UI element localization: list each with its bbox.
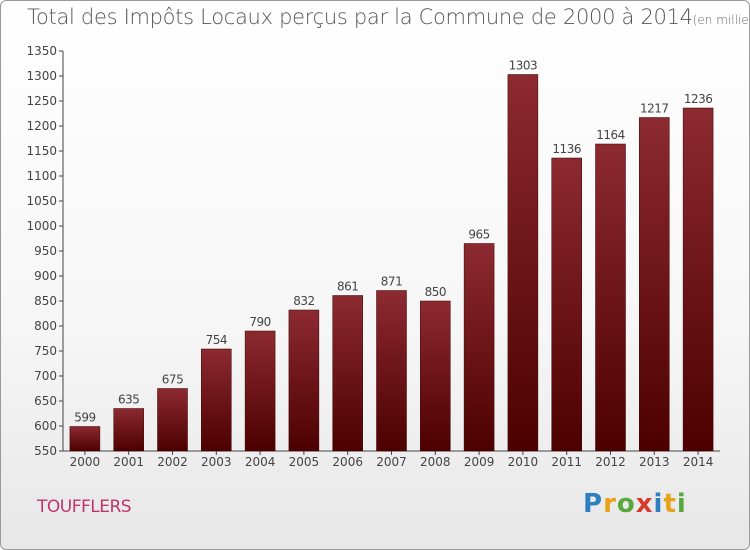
data-label-2014: 1236 [684,92,713,106]
data-label-2010: 1303 [509,59,538,73]
y-tick-label: 1100 [26,169,57,183]
x-tick-label-2007: 2007 [376,455,407,469]
data-label-2006: 861 [337,280,358,294]
bar-2001[interactable] [113,408,144,452]
y-tick-label: 1150 [26,144,57,158]
bar-2010[interactable] [507,74,539,452]
y-tick-label: 550 [34,444,57,458]
bar-2004[interactable] [244,330,276,452]
bar-2011[interactable] [551,157,582,452]
bar-2007[interactable] [376,290,407,452]
y-tick-label: 800 [34,319,57,333]
x-tick-label-2012: 2012 [595,455,626,469]
x-tick-label-2009: 2009 [464,455,495,469]
data-label-2000: 599 [74,411,95,425]
x-tick-label-2003: 2003 [201,455,232,469]
x-tick-label-2000: 2000 [70,455,101,469]
bar-2006[interactable] [332,295,363,452]
title-text: Total des Impôts Locaux perçus par la Co… [27,5,693,29]
data-label-2005: 832 [293,294,314,308]
y-tick-label: 600 [34,419,57,433]
bar-2003[interactable] [201,348,232,452]
y-tick-label: 650 [34,394,57,408]
data-label-2012: 1164 [596,128,625,142]
bar-2005[interactable] [288,309,320,452]
y-tick-label: 1300 [26,69,57,83]
chart-title: Total des Impôts Locaux perçus par la Co… [27,5,749,29]
data-label-2003: 754 [206,333,227,347]
x-tick-label-2004: 2004 [245,455,276,469]
bar-2000[interactable] [69,426,101,452]
data-label-2001: 635 [118,393,139,407]
data-label-2008: 850 [425,285,446,299]
x-tick-label-2011: 2011 [551,455,582,469]
x-tick-label-2006: 2006 [332,455,363,469]
commune-name: TOUFFLERS [37,497,132,517]
y-tick-label: 850 [34,294,57,308]
y-tick-label: 1350 [26,44,57,58]
proxiti-logo[interactable]: Proxiti [583,489,687,519]
y-tick-label: 1250 [26,94,57,108]
bar-2012[interactable] [595,143,626,452]
bar-2009[interactable] [463,243,495,452]
bars: 599 635 675 754 790 832 861 871 850 965 1303 1136 11… [69,59,714,452]
x-tick-label-2010: 2010 [508,455,539,469]
bar-2014[interactable] [682,107,714,452]
data-label-2011: 1136 [552,142,581,156]
y-tick-label: 950 [34,244,57,258]
x-tick-label-2001: 2001 [113,455,144,469]
title-unit: (en milliers d'€) [692,13,749,27]
x-tick-label-2014: 2014 [683,455,714,469]
y-tick-label: 750 [34,344,57,358]
bar-2008[interactable] [420,300,451,452]
y-tick-label: 1050 [26,194,57,208]
y-tick-label: 1200 [26,119,57,133]
data-label-2013: 1217 [640,102,669,116]
y-tick-label: 900 [34,269,57,283]
data-label-2009: 965 [468,228,489,242]
data-label-2004: 790 [249,315,270,329]
y-tick-label: 700 [34,369,57,383]
x-tick-label-2002: 2002 [157,455,188,469]
axes: 550 600 650 700 750 800 850 900 950 1000 1050 1100 1… [26,44,720,469]
bar-2013[interactable] [639,117,670,452]
x-tick-label-2013: 2013 [639,455,670,469]
data-label-2002: 675 [162,373,183,387]
y-tick-label: 1000 [26,219,57,233]
data-label-2007: 871 [381,275,402,289]
x-tick-label-2005: 2005 [289,455,320,469]
x-tick-label-2008: 2008 [420,455,451,469]
bar-2002[interactable] [157,388,188,452]
